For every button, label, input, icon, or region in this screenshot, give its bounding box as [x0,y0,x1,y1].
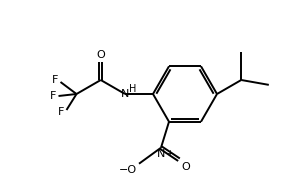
Text: O: O [96,50,105,60]
Text: −O: −O [119,165,137,175]
Text: N: N [121,89,129,99]
Text: N: N [157,149,165,159]
Text: F: F [50,91,56,101]
Text: +: + [166,149,173,158]
Text: O: O [181,162,190,172]
Text: F: F [52,75,58,85]
Text: H: H [129,84,137,94]
Text: F: F [58,107,65,117]
